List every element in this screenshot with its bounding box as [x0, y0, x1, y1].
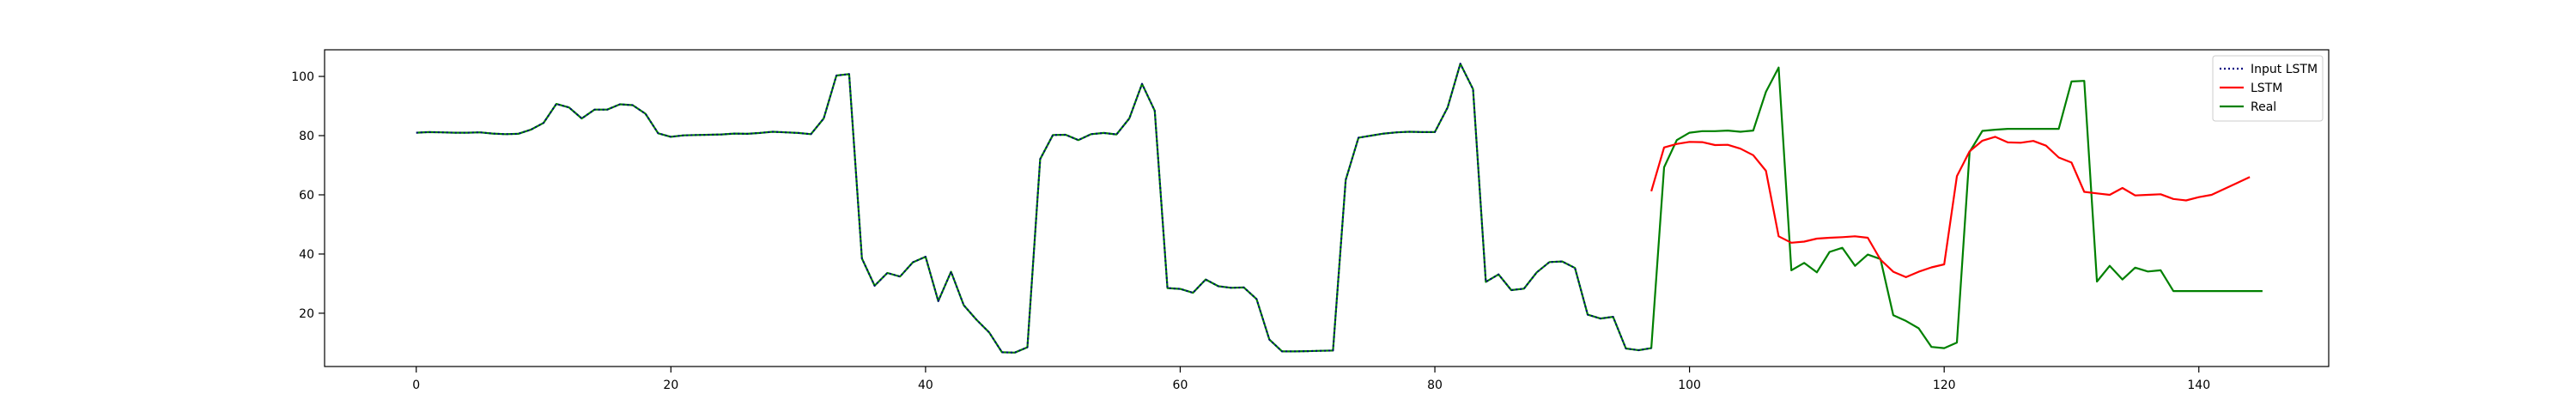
y-axis: 20 40 60 80 100 — [291, 70, 325, 321]
y-tick-label: 60 — [299, 189, 314, 203]
x-tick-label: 40 — [918, 379, 933, 392]
legend-label: LSTM — [2251, 82, 2282, 95]
series-line-lstm — [1650, 136, 2251, 278]
x-tick-label: 100 — [1678, 379, 1701, 392]
legend: Input LSTM LSTM Real — [2212, 55, 2324, 122]
x-tick-label: 120 — [1933, 379, 1956, 392]
y-tick-label: 20 — [299, 307, 314, 321]
y-tick-label: 80 — [299, 130, 314, 143]
x-tick-label: 80 — [1427, 379, 1443, 392]
series-line-input-lstm — [416, 63, 1652, 354]
legend-label: Input LSTM — [2251, 63, 2318, 76]
y-tick-label: 100 — [291, 70, 314, 84]
series-layer — [416, 63, 2263, 354]
x-tick-label: 0 — [412, 379, 420, 392]
series-line-real — [416, 63, 2263, 354]
plot-area-frame — [324, 49, 2330, 367]
legend-box — [2212, 55, 2324, 122]
legend-label: Real — [2251, 100, 2276, 114]
x-tick-label: 140 — [2187, 379, 2210, 392]
x-tick-label: 20 — [663, 379, 678, 392]
y-tick-label: 40 — [299, 248, 314, 262]
x-tick-label: 60 — [1173, 379, 1188, 392]
x-axis: 0 20 40 60 80 100 120 140 — [412, 367, 2210, 392]
